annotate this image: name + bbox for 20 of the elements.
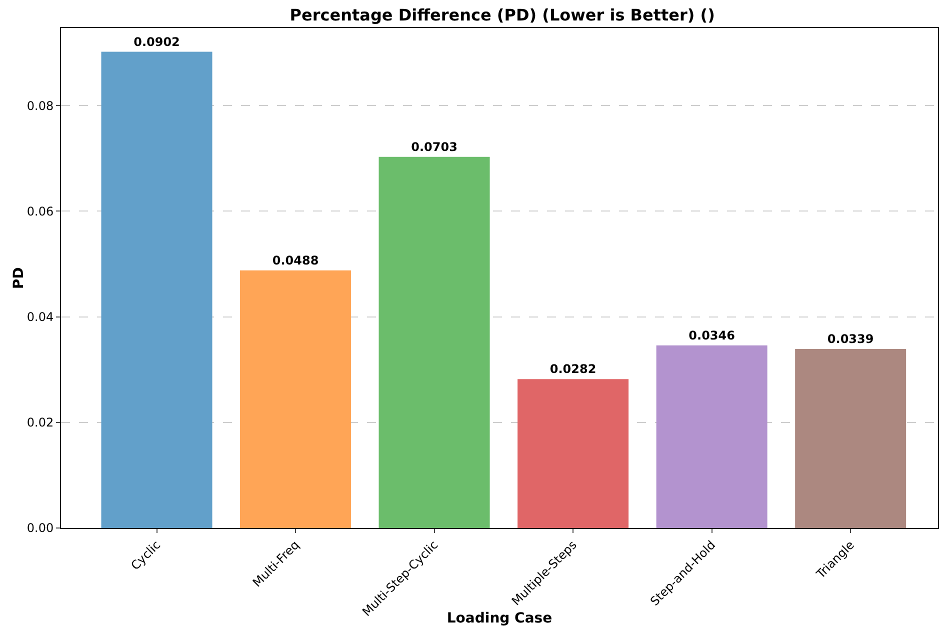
bar xyxy=(656,345,768,528)
y-tick-label: 0.04 xyxy=(26,310,54,324)
bar xyxy=(101,52,212,528)
bar xyxy=(518,379,629,528)
data-label: 0.0346 xyxy=(688,328,735,342)
bar xyxy=(378,156,490,528)
data-label: 0.0488 xyxy=(272,253,319,268)
x-axis-title: Loading Case xyxy=(446,610,552,626)
y-axis-title: PD xyxy=(11,267,27,289)
y-tick-label: 0.02 xyxy=(26,416,54,430)
y-tick-label: 0.06 xyxy=(26,204,54,218)
y-tick-label: 0.00 xyxy=(26,521,54,536)
data-label: 0.0282 xyxy=(550,362,596,376)
data-label: 0.0703 xyxy=(411,140,458,154)
data-label: 0.0902 xyxy=(134,34,180,49)
y-tick-label: 0.08 xyxy=(26,98,54,113)
data-label: 0.0339 xyxy=(827,332,874,346)
bar xyxy=(240,270,352,528)
bar xyxy=(795,349,906,528)
chart-title: Percentage Difference (PD) (Lower is Better) () xyxy=(290,6,715,25)
